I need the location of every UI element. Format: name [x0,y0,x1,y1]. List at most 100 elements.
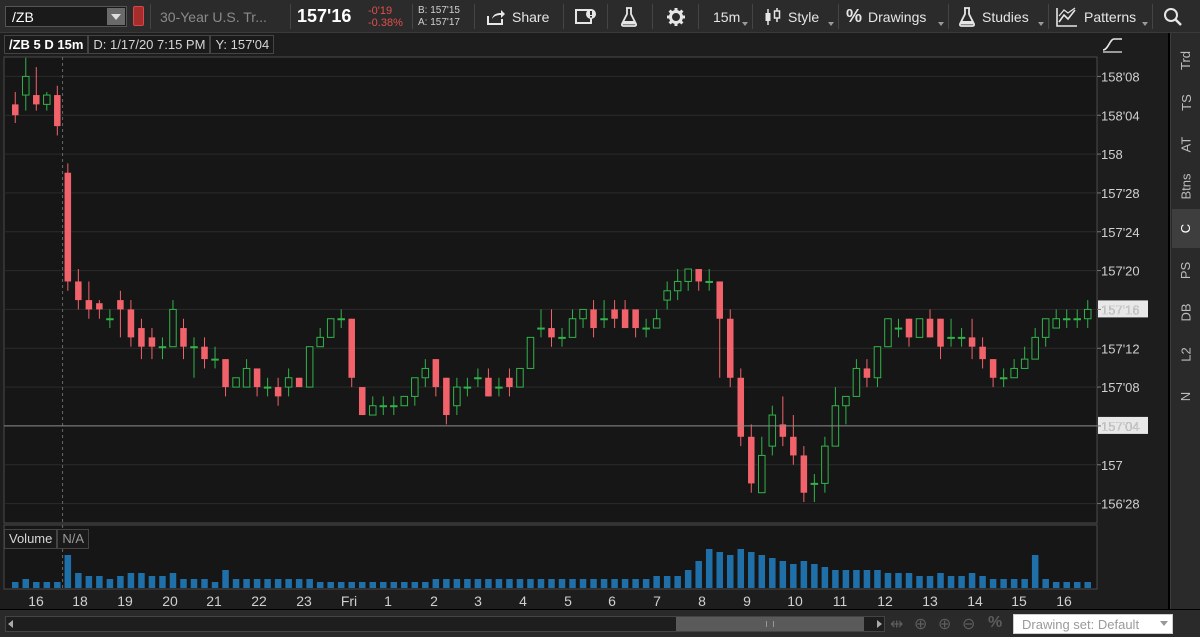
candle[interactable] [779,396,787,447]
scale-toggle-icon[interactable] [1101,36,1123,54]
interval-button[interactable]: 15m [713,0,740,33]
settings-button[interactable] [667,0,685,33]
candle[interactable] [663,281,671,310]
candle[interactable] [748,424,755,493]
candle[interactable] [937,318,944,360]
pan-icon[interactable]: ⇹ [890,616,904,633]
candle[interactable] [810,474,819,503]
candle[interactable] [1010,359,1018,379]
candle[interactable] [999,368,1008,388]
candle[interactable] [548,309,555,347]
candle[interactable] [242,359,251,388]
candle[interactable] [821,436,829,493]
candle[interactable] [138,318,145,360]
candle[interactable] [358,387,366,416]
candle[interactable] [180,318,187,360]
symbol-link-tag[interactable] [133,6,144,26]
candle[interactable] [443,377,450,425]
candle[interactable] [558,328,566,347]
candle[interactable] [96,300,103,319]
candle[interactable] [579,308,587,329]
scroll-right-arrow-icon[interactable] [877,620,882,628]
candle[interactable] [33,67,40,111]
candle[interactable] [295,377,303,388]
side-tab-c[interactable]: C [1172,209,1200,248]
candle[interactable] [695,269,702,291]
candle[interactable] [1041,318,1050,347]
candle[interactable] [684,268,692,291]
crosshair-icon[interactable]: ⊕ [914,616,928,633]
candle[interactable] [800,446,808,503]
candle[interactable] [222,359,229,397]
candle[interactable] [106,309,114,329]
candle[interactable] [642,318,650,338]
candle[interactable] [348,318,355,388]
flask-button[interactable] [620,0,638,33]
candle[interactable] [485,368,492,397]
candle[interactable] [863,359,871,388]
candle[interactable] [947,318,955,347]
candle[interactable] [768,405,777,456]
candle[interactable] [1031,328,1039,360]
candle[interactable] [43,91,51,111]
side-tab-ts[interactable]: TS [1172,83,1200,122]
candle[interactable] [905,318,913,347]
chart-panel[interactable]: 157'04 157'16 158'08 158'04 158 157'28 157'24… [0,33,1168,609]
symbol-input[interactable]: /ZB [5,6,127,27]
candle[interactable] [305,346,314,388]
candle[interactable] [894,318,903,338]
scroll-left-arrow-icon[interactable] [8,620,13,628]
candle[interactable] [158,337,167,360]
candle[interactable] [611,300,618,329]
candle[interactable] [201,337,208,369]
candle[interactable] [852,359,861,397]
candle[interactable] [915,318,924,338]
percent-scale-icon[interactable]: % [988,614,1003,631]
drawings-button[interactable]: % Drawings [846,0,926,33]
candle[interactable] [726,309,734,388]
candle[interactable] [368,396,377,416]
candle[interactable] [526,336,535,369]
candle[interactable] [432,359,440,397]
candle[interactable] [842,395,850,425]
candle[interactable] [926,309,934,338]
candle[interactable] [326,318,335,338]
zoom-out-icon[interactable]: ⊖ [962,616,976,633]
candle[interactable] [274,377,282,406]
side-tab-trd[interactable]: Trd [1172,41,1200,80]
candle[interactable] [506,368,513,397]
candle[interactable] [758,436,766,494]
studies-button[interactable]: Studies [958,0,1029,33]
candle[interactable] [495,377,503,397]
candle[interactable] [590,300,597,338]
candle[interactable] [568,309,577,338]
symbol-period-label[interactable]: /ZB 5 D 15m [4,35,89,54]
search-button[interactable] [1163,0,1183,33]
candle[interactable] [22,57,30,111]
volume-label[interactable]: Volume [4,529,58,549]
candle[interactable] [85,281,93,319]
candle[interactable] [11,91,19,124]
candle[interactable] [632,309,639,338]
candle[interactable] [463,377,472,397]
candle[interactable] [232,377,240,388]
candle[interactable] [169,300,177,348]
horizontal-scrollbar[interactable] [5,616,885,632]
patterns-button[interactable]: Patterns [1056,0,1136,33]
candle[interactable] [884,318,892,348]
candle[interactable] [127,300,135,347]
side-tab-ps[interactable]: PS [1172,251,1200,290]
candle[interactable] [600,300,608,329]
candle[interactable] [1052,309,1060,329]
zoom-in-icon[interactable]: ⊕ [938,616,952,633]
symbol-dropdown-button[interactable] [107,8,125,25]
side-tab-at[interactable]: AT [1172,125,1200,164]
candle[interactable] [989,359,997,388]
candle[interactable] [537,309,545,338]
side-tab-l2[interactable]: L2 [1172,335,1200,374]
candle[interactable] [474,368,482,388]
candle[interactable] [968,318,976,360]
candle[interactable] [263,377,272,397]
candle[interactable] [211,346,219,369]
